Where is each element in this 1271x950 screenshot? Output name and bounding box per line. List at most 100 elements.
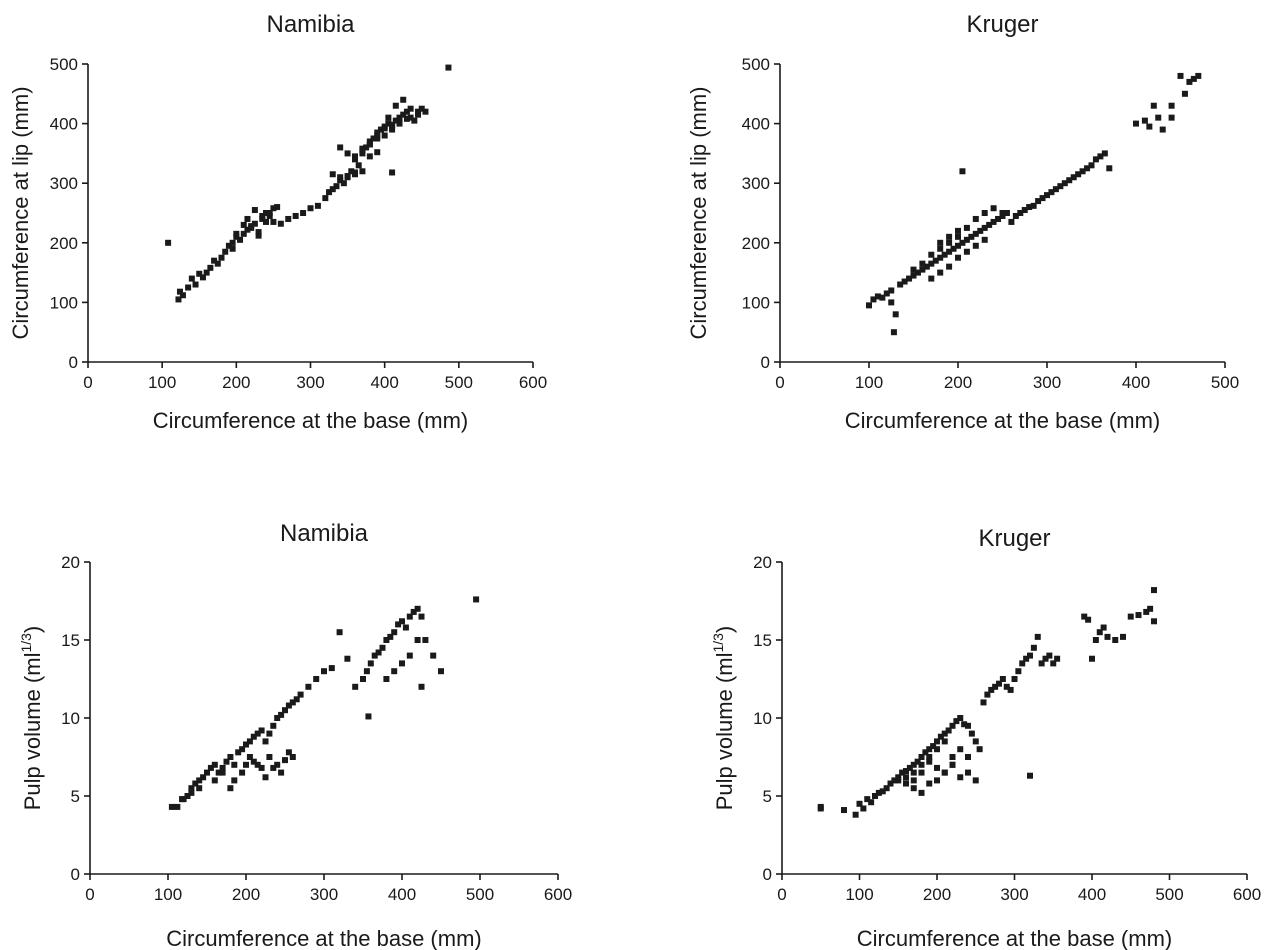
data-point: [396, 114, 403, 121]
data-point: [1195, 72, 1202, 79]
data-point: [251, 207, 258, 214]
data-point: [888, 287, 895, 294]
data-point: [344, 150, 351, 157]
data-point: [229, 245, 236, 252]
data-point: [955, 254, 961, 261]
x-tick-label: 400: [1078, 885, 1106, 904]
chart-title: Namibia: [266, 11, 355, 38]
data-point: [910, 769, 917, 776]
data-point: [1168, 114, 1175, 121]
x-axis-label: Circumference at the base (mm): [845, 408, 1160, 433]
data-point: [305, 683, 312, 690]
data-point: [285, 749, 292, 756]
data-point: [200, 774, 207, 781]
x-tick-label: 300: [1033, 373, 1061, 392]
data-point: [278, 769, 285, 776]
data-point: [445, 64, 452, 71]
data-point: [246, 754, 253, 760]
data-point: [963, 236, 970, 243]
data-point: [218, 254, 225, 261]
y-tick-label: 300: [742, 174, 770, 193]
data-point: [192, 780, 199, 787]
x-axis-label: Circumference at the base (mm): [857, 926, 1172, 950]
data-point: [1085, 616, 1092, 623]
data-point: [270, 205, 277, 212]
data-point: [396, 120, 403, 127]
data-point: [1147, 605, 1154, 612]
data-point: [1042, 655, 1049, 662]
data-point: [1143, 608, 1150, 615]
data-point: [937, 254, 944, 261]
data-point: [292, 212, 299, 219]
y-tick-label: 10: [61, 709, 80, 728]
chart-title: Namibia: [280, 520, 369, 547]
x-tick-label: 500: [466, 885, 494, 904]
x-tick-label: 400: [1122, 373, 1150, 392]
data-point: [352, 169, 358, 176]
data-point: [932, 257, 939, 264]
data-point: [941, 769, 948, 776]
data-point: [179, 292, 186, 299]
x-tick-label: 200: [232, 885, 260, 904]
data-point: [1021, 207, 1028, 214]
x-tick-label: 100: [148, 373, 176, 392]
data-point: [1012, 212, 1019, 219]
data-point: [1081, 613, 1088, 620]
data-point: [992, 683, 999, 690]
data-point: [188, 275, 195, 282]
data-point: [225, 242, 232, 249]
data-point: [254, 730, 261, 737]
data-point: [914, 269, 921, 276]
data-point: [901, 278, 908, 285]
data-point: [352, 683, 359, 690]
data-point: [371, 652, 378, 659]
data-point: [918, 754, 925, 760]
y-tick-label: 100: [50, 293, 78, 312]
data-point: [211, 761, 218, 768]
data-point: [229, 239, 236, 246]
data-point: [879, 788, 886, 795]
data-point: [285, 215, 292, 222]
data-point: [418, 683, 425, 690]
data-point: [919, 266, 926, 273]
data-point: [329, 171, 336, 178]
data-point: [1026, 204, 1033, 211]
data-point: [366, 141, 373, 148]
data-point: [1030, 202, 1037, 209]
data-point: [407, 105, 414, 112]
data-point: [227, 785, 234, 792]
x-tick-label: 500: [1155, 885, 1183, 904]
data-point: [910, 777, 917, 784]
data-point: [293, 696, 300, 703]
data-point: [207, 764, 214, 771]
data-point: [999, 676, 1006, 682]
y-tick-label: 20: [753, 553, 772, 572]
data-point: [203, 269, 210, 276]
data-point: [337, 177, 344, 184]
data-point: [352, 153, 358, 160]
data-point: [990, 205, 997, 212]
x-tick-label: 200: [222, 373, 250, 392]
data-point: [950, 245, 957, 252]
data-point: [374, 149, 381, 156]
x-tick-label: 300: [310, 885, 338, 904]
data-point: [976, 746, 983, 753]
data-point: [399, 618, 405, 625]
data-point: [934, 777, 940, 784]
data-point: [285, 702, 292, 709]
data-point: [870, 296, 877, 303]
data-point: [959, 239, 966, 246]
data-point: [165, 239, 172, 246]
data-point: [961, 721, 968, 728]
y-tick-label: 300: [50, 174, 78, 193]
x-tick-label: 300: [296, 373, 324, 392]
data-point: [934, 746, 940, 753]
data-point: [926, 780, 933, 787]
data-point: [266, 730, 273, 737]
data-point: [374, 135, 381, 142]
data-point: [957, 774, 964, 781]
data-point: [1106, 165, 1113, 172]
data-point: [1030, 644, 1037, 651]
data-point: [248, 224, 255, 231]
data-point: [937, 733, 944, 740]
